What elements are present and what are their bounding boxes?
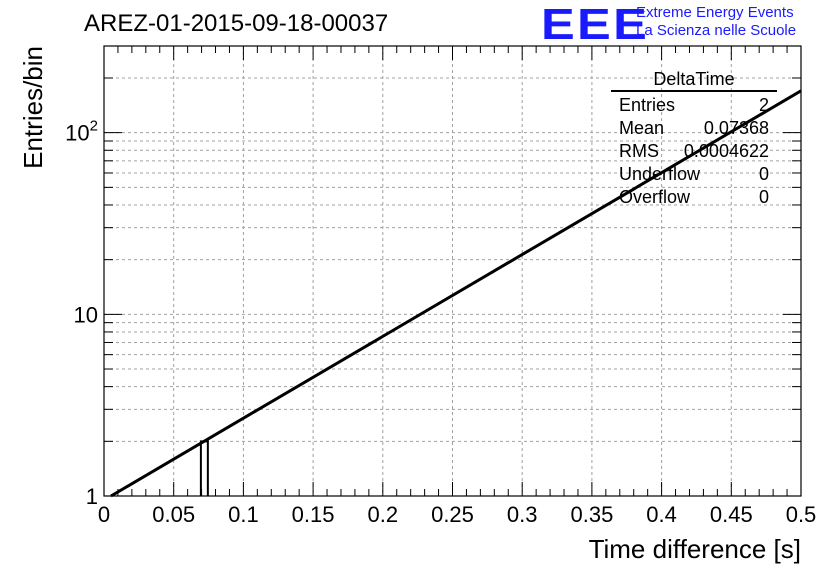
x-tick-label: 0.1 <box>228 502 259 527</box>
x-tick-label: 0.5 <box>786 502 817 527</box>
stats-row-overflow: Overflow 0 <box>611 186 777 209</box>
eee-logo: EEE <box>541 0 650 49</box>
series-line <box>110 89 802 498</box>
stats-label: Overflow <box>619 187 691 207</box>
stats-value: 2 <box>758 95 769 115</box>
stats-value: 0.0004622 <box>683 141 769 161</box>
stats-label: Underflow <box>619 164 701 184</box>
x-tick-label: 0.15 <box>292 502 335 527</box>
x-axis-label: Time difference [s] <box>589 534 801 564</box>
y-tick-label: 10 <box>74 302 98 327</box>
stats-value: 0.07368 <box>703 118 769 138</box>
y-tick-label: 1 <box>86 484 98 509</box>
stats-box: DeltaTime Entries 2 Mean 0.07368 RMS 0.0… <box>611 68 777 209</box>
x-tick-label: 0 <box>98 502 110 527</box>
chart-title: AREZ-01-2015-09-18-00037 <box>84 10 389 37</box>
logo-caption-line1: Extreme Energy Events <box>636 4 794 21</box>
x-tick-label: 0.25 <box>431 502 474 527</box>
x-tick-label: 0.3 <box>507 502 538 527</box>
stats-row-rms: RMS 0.0004622 <box>611 140 777 163</box>
x-tick-label: 0.2 <box>368 502 399 527</box>
stats-row-mean: Mean 0.07368 <box>611 117 777 140</box>
stats-label: RMS <box>619 141 659 161</box>
logo-caption: Extreme Energy Events La Scienza nelle S… <box>636 4 796 40</box>
x-tick-label: 0.05 <box>152 502 195 527</box>
stats-row-underflow: Underflow 0 <box>611 163 777 186</box>
x-tick-label: 0.45 <box>710 502 753 527</box>
x-tick-label: 0.35 <box>570 502 613 527</box>
stats-label: Mean <box>619 118 665 138</box>
stats-divider <box>611 90 777 92</box>
logo-caption-line2: La Scienza nelle Scuole <box>636 22 797 39</box>
stats-value: 0 <box>758 164 769 184</box>
stats-title: DeltaTime <box>653 69 735 89</box>
x-tick-label: 0.4 <box>646 502 677 527</box>
y-tick-label: 102 <box>65 118 98 146</box>
histogram-bin <box>199 440 209 496</box>
stats-value: 0 <box>758 187 769 207</box>
stats-row-entries: Entries 2 <box>611 94 777 117</box>
y-axis-label: Entries/bin <box>18 46 48 169</box>
stats-label: Entries <box>619 95 676 115</box>
